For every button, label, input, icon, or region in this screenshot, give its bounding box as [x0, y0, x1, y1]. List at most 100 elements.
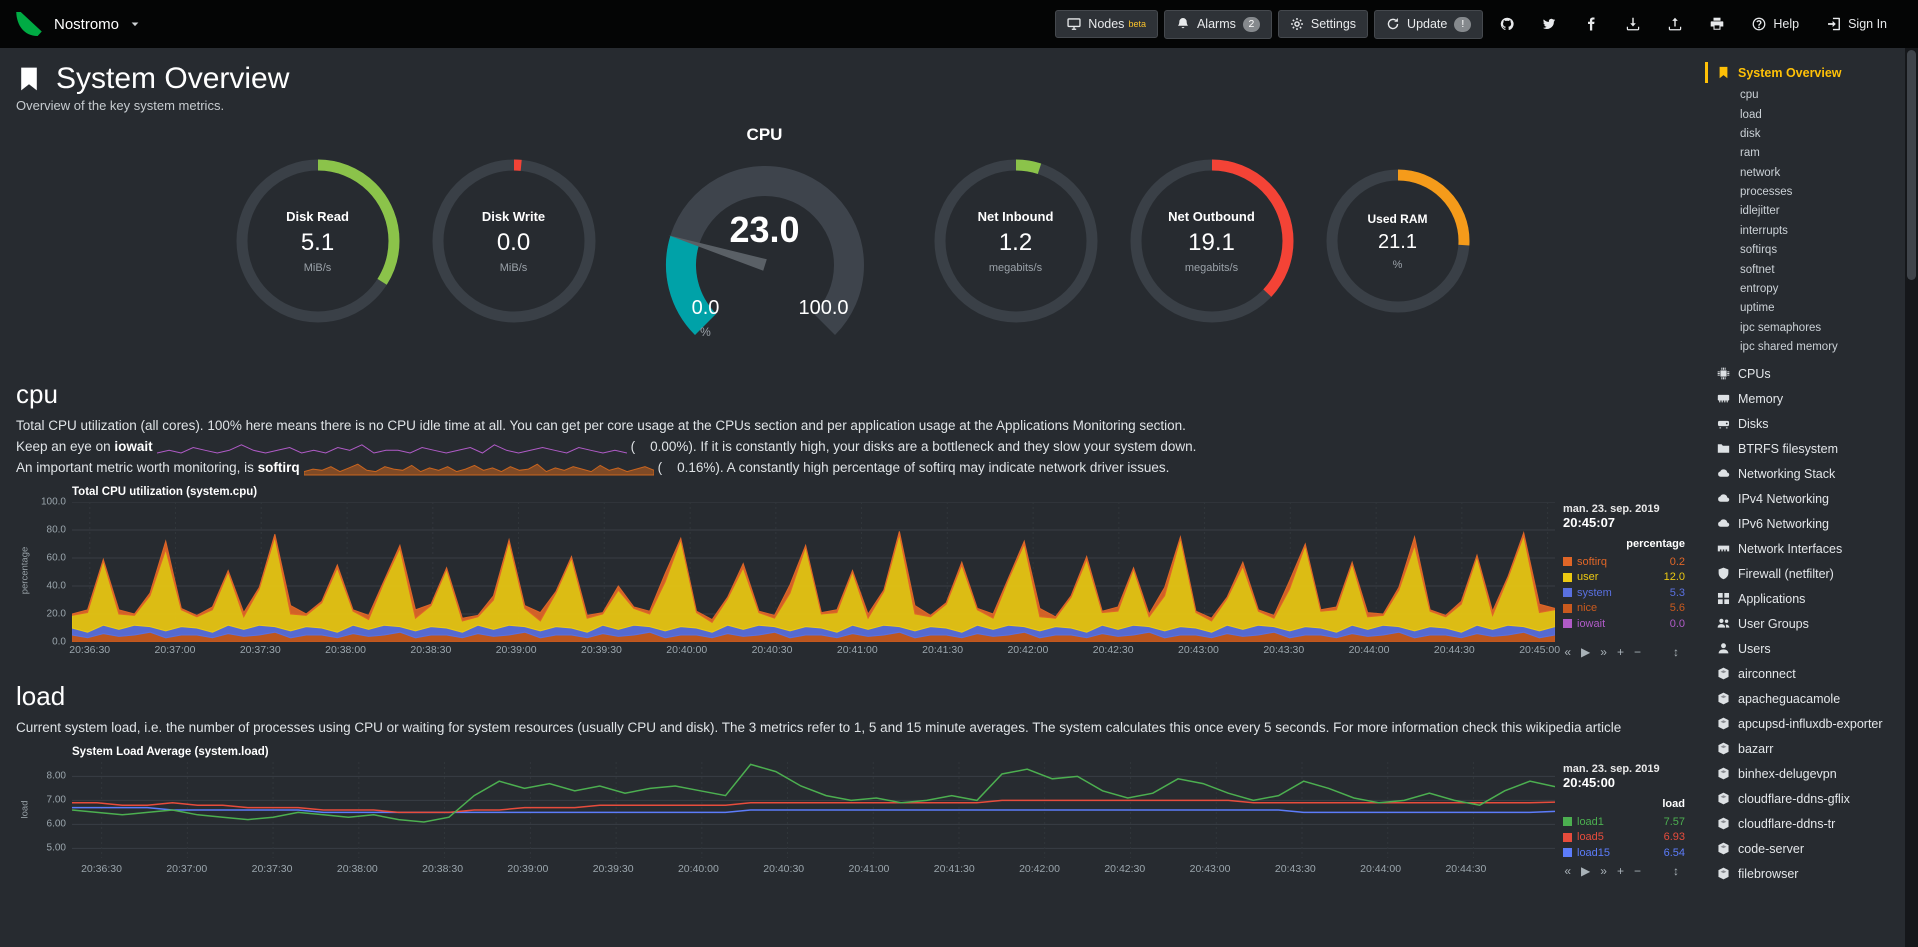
load-chart-resize-handle[interactable]: ↕: [1673, 863, 1679, 878]
y-tick-label: 100.0: [40, 496, 66, 508]
sidebar-item-ipv4-networking[interactable]: IPv4 Networking: [1717, 486, 1901, 511]
cube-icon: [1718, 842, 1729, 855]
sidebar-item-users[interactable]: Users: [1717, 636, 1901, 661]
topbar-twitter-icon-button[interactable]: [1531, 11, 1567, 37]
chart-zoom-in-button[interactable]: +: [1616, 645, 1624, 659]
sidebar-subitem-entropy[interactable]: entropy: [1740, 282, 1779, 295]
sidebar-subitem-uptime[interactable]: uptime: [1740, 302, 1775, 315]
sidebar-subitem-network[interactable]: network: [1740, 166, 1781, 179]
gauge-net-outbound[interactable]: Net Outbound 19.1 megabits/s: [1127, 156, 1297, 326]
cpu-chart-legend: man. 23. sep. 2019 20:45:07 percentage s…: [1555, 502, 1687, 642]
sidebar-item-firewall-netfilter[interactable]: Firewall (netfilter): [1717, 561, 1901, 586]
legend-series-load1[interactable]: load1 7.57: [1563, 814, 1687, 830]
cpu-chart-ylabel: percentage: [19, 546, 31, 595]
load-chart-plot[interactable]: [72, 762, 1555, 861]
page-scrollbar[interactable]: [1905, 48, 1918, 947]
load-description: Current system load, i.e. the number of …: [16, 720, 1622, 735]
legend-series-iowait[interactable]: iowait 0.0: [1563, 616, 1687, 632]
topbar-signin-button[interactable]: Sign In: [1816, 11, 1898, 37]
legend-series-user[interactable]: user 12.0: [1563, 570, 1687, 586]
sidebar-item-apcupsd-influxdb-exporter[interactable]: apcupsd-influxdb-exporter: [1717, 711, 1901, 736]
topbar-nodes-button[interactable]: Nodes beta: [1055, 10, 1158, 38]
sidebar-item-code-server[interactable]: code-server: [1717, 836, 1901, 861]
sidebar-item-apacheguacamole[interactable]: apacheguacamole: [1717, 686, 1901, 711]
chart-zoom-in-button[interactable]: +: [1616, 863, 1624, 878]
cube-icon: [1718, 792, 1729, 805]
sidebar-item-cloudflare-ddns-gflix[interactable]: cloudflare-ddns-gflix: [1717, 786, 1901, 811]
gauge-disk-write[interactable]: Disk Write 0.0 MiB/s: [429, 156, 599, 326]
sidebar-item-disks[interactable]: Disks: [1717, 411, 1901, 436]
gauge-unit: %: [1392, 258, 1403, 271]
sidebar-subitem-softirqs[interactable]: softirqs: [1740, 244, 1778, 257]
sidebar-item-cloudflare-ddns-tr[interactable]: cloudflare-ddns-tr: [1717, 811, 1901, 836]
topbar-facebook-icon-button[interactable]: [1573, 11, 1609, 37]
sidebar-subitem-load[interactable]: load: [1740, 108, 1762, 121]
topbar-alarms-button[interactable]: Alarms 2: [1163, 9, 1272, 39]
legend-series-nice[interactable]: nice 5.6: [1563, 601, 1687, 617]
sidebar-subitem-softnet[interactable]: softnet: [1740, 263, 1775, 276]
sidebar-item-networking-stack[interactable]: Networking Stack: [1717, 461, 1901, 486]
gauge-used-ram[interactable]: Used RAM 21.1%: [1323, 166, 1473, 316]
chart-play-button[interactable]: ▶: [1581, 863, 1591, 878]
legend-series-softirq[interactable]: softirq 0.2: [1563, 554, 1687, 570]
gauge-disk-read[interactable]: Disk Read 5.1 MiB/s: [233, 156, 403, 326]
caret-down-icon: [129, 18, 141, 30]
gauge-cpu[interactable]: CPU 23.0 0.0 100.0%: [625, 125, 905, 357]
sidebar-item-label: airconnect: [1738, 666, 1796, 681]
sidebar-item-memory[interactable]: Memory: [1717, 386, 1901, 411]
sidebar-item-airconnect[interactable]: airconnect: [1717, 661, 1901, 686]
cpu-chart-resize-handle[interactable]: ↕: [1673, 645, 1679, 659]
chart-pan-forward-button[interactable]: »: [1600, 863, 1607, 878]
sidebar-subitem-ipc-semaphores[interactable]: ipc semaphores: [1740, 321, 1822, 334]
sidebar-subitem-processes[interactable]: processes: [1740, 186, 1793, 199]
sidebar-subitem-idlejitter[interactable]: idlejitter: [1740, 205, 1780, 218]
folder-icon: [1717, 444, 1730, 453]
topbar-label: Update: [1407, 17, 1448, 31]
sidebar-item-filebrowser[interactable]: filebrowser: [1717, 861, 1901, 886]
sidebar-item-network-interfaces[interactable]: Network Interfaces: [1717, 536, 1901, 561]
legend-series-load5[interactable]: load5 6.93: [1563, 830, 1687, 846]
topbar-update-button[interactable]: Update!: [1374, 9, 1484, 39]
sidebar-item-bazarr[interactable]: bazarr: [1717, 736, 1901, 761]
sidebar-subitem-cpu[interactable]: cpu: [1740, 89, 1759, 102]
topbar-help-button[interactable]: Help: [1741, 11, 1810, 37]
sidebar-subitem-disk[interactable]: disk: [1740, 127, 1761, 140]
chart-pan-backward-button[interactable]: «: [1564, 645, 1572, 659]
legend-value: 0.0: [1669, 617, 1685, 630]
x-tick-label: 20:40:30: [763, 862, 805, 875]
node-selector[interactable]: Nostromo: [14, 9, 141, 39]
sidebar-item-system-overview[interactable]: System Overview: [1705, 60, 1901, 85]
sidebar-subitem-interrupts[interactable]: interrupts: [1740, 224, 1788, 237]
cpu-chart-plot[interactable]: [72, 502, 1555, 642]
x-tick-label: 20:42:30: [1104, 862, 1146, 875]
legend-series-load15[interactable]: load15 6.54: [1563, 845, 1687, 861]
sidebar-item-applications[interactable]: Applications: [1717, 586, 1901, 611]
apps-icon: [1717, 592, 1730, 604]
topbar-github-icon-button[interactable]: [1489, 11, 1525, 37]
sidebar-item-binhex-delugevpn[interactable]: binhex-delugevpn: [1717, 761, 1901, 786]
sidebar-subitem-ipc-shared-memory[interactable]: ipc shared memory: [1740, 341, 1838, 354]
load-chart: System Load Average (system.load) load 8…: [18, 746, 1687, 878]
topbar-print-icon-button[interactable]: [1699, 11, 1735, 37]
chart-zoom-out-button[interactable]: −: [1633, 645, 1641, 659]
gauge-value: 23.0: [729, 209, 800, 250]
sidebar-subitem-ram[interactable]: ram: [1740, 147, 1760, 160]
topbar-settings-button[interactable]: Settings: [1277, 10, 1369, 38]
sidebar-item-label: binhex-delugevpn: [1738, 766, 1837, 781]
topbar-export-icon-button[interactable]: [1615, 11, 1651, 37]
wikipedia-article-link[interactable]: wikipedia article: [1525, 720, 1622, 735]
gauge-title: Used RAM: [1367, 211, 1428, 226]
legend-series-system[interactable]: system 5.3: [1563, 585, 1687, 601]
chart-play-button[interactable]: ▶: [1581, 645, 1591, 659]
sidebar-item-cpus[interactable]: CPUs: [1717, 361, 1901, 386]
topbar-import-icon-button[interactable]: [1657, 11, 1693, 37]
chart-zoom-out-button[interactable]: −: [1633, 863, 1641, 878]
scrollbar-thumb[interactable]: [1907, 50, 1916, 280]
x-tick-label: 20:42:00: [1019, 862, 1060, 875]
chart-pan-backward-button[interactable]: «: [1564, 863, 1572, 878]
gauge-net-inbound[interactable]: Net Inbound 1.2 megabits/s: [931, 156, 1101, 326]
sidebar-item-btrfs-filesystem[interactable]: BTRFS filesystem: [1717, 436, 1901, 461]
chart-pan-forward-button[interactable]: »: [1600, 645, 1607, 659]
sidebar-item-user-groups[interactable]: User Groups: [1717, 611, 1901, 636]
sidebar-item-ipv6-networking[interactable]: IPv6 Networking: [1717, 511, 1901, 536]
